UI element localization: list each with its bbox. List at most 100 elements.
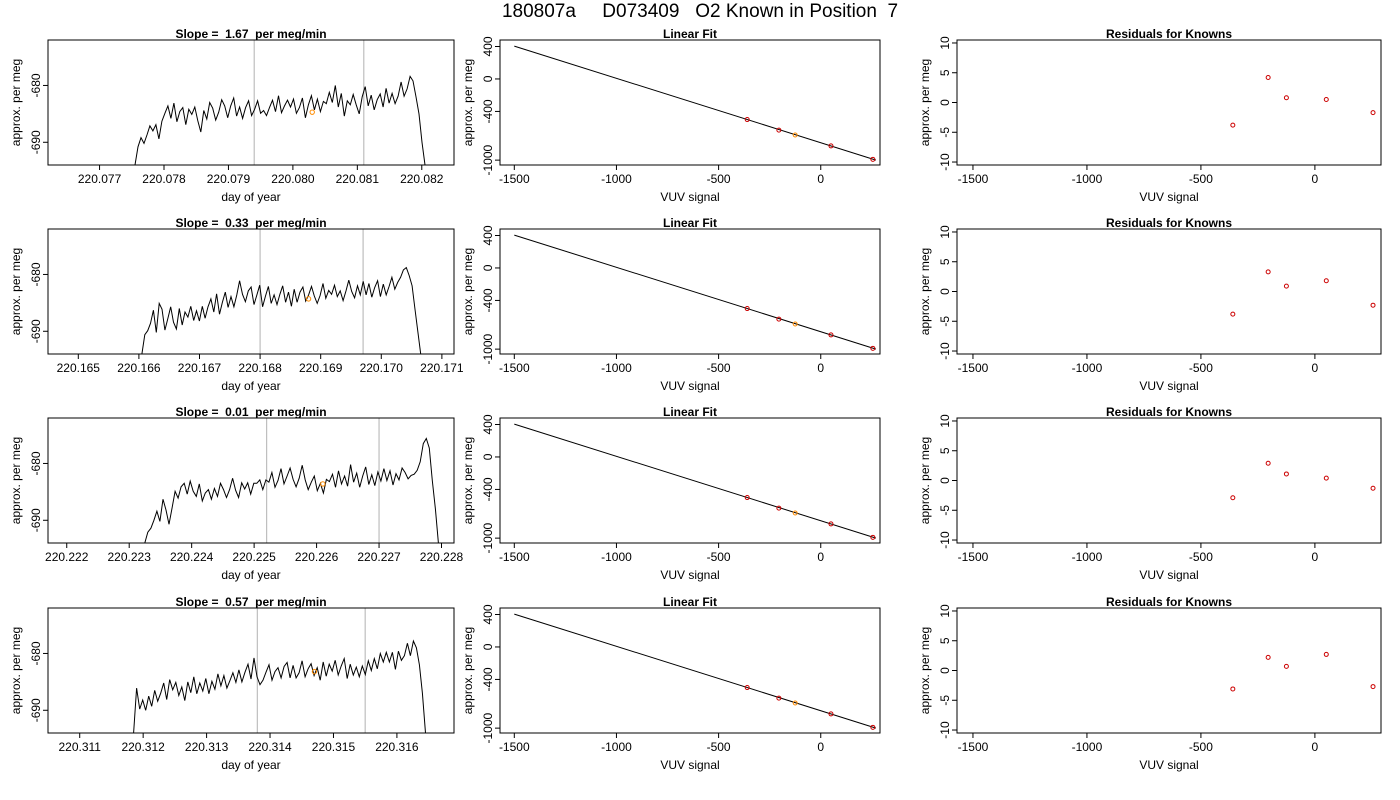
x-tick-label: 220.166 [117, 361, 161, 375]
x-tick-label: 220.167 [178, 361, 222, 375]
x-tick-label: -1000 [601, 740, 632, 754]
plot-frame [499, 228, 881, 355]
x-tick-label: -500 [1189, 361, 1213, 375]
x-tick-label: -500 [707, 172, 731, 186]
chart-svg: 220.311 220.312 220.313 220.314 220.315 220.3… [9, 607, 455, 772]
y-tick-label: 400 [481, 414, 495, 434]
panel-title: Residuals for Knowns [1105, 216, 1233, 230]
plot-frame [956, 607, 1382, 734]
panel-title: Linear Fit [662, 27, 717, 41]
x-tick-label: 0 [1312, 550, 1319, 564]
y-tick-label: -5 [938, 127, 952, 138]
data-point [1283, 95, 1289, 101]
data-point [1230, 495, 1236, 501]
panel-title: Slope = 0.57 per meg/min [175, 595, 327, 609]
data-point [828, 711, 834, 717]
x-tick-label: 220.082 [400, 172, 444, 186]
y-tick-label: -5 [938, 505, 952, 516]
y-axis-label: approx. per meg [461, 248, 475, 335]
y-tick-label: -1000 [481, 144, 495, 175]
time-series-panel: Slope = 1.67 per meg/min 220.077 220.078 22… [0, 27, 460, 207]
y-axis-label: approx. per meg [918, 248, 932, 335]
data-layer [514, 45, 877, 162]
y-tick-label: -680 [29, 451, 43, 475]
chart-svg: 220.222 220.223 220.224 220.225 220.226 220.2… [9, 417, 464, 582]
x-tick-label: 220.079 [207, 172, 251, 186]
plot-frame [956, 228, 1382, 355]
chart-svg: 220.165 220.166 220.167 220.168 220.169 220.1… [9, 228, 464, 393]
fit-line [514, 234, 877, 350]
data-point [1265, 269, 1271, 275]
x-tick-label: -500 [707, 361, 731, 375]
panel-title: Residuals for Knowns [1105, 595, 1233, 609]
panel-title: Linear Fit [662, 405, 717, 419]
x-tick-label: -500 [1189, 550, 1213, 564]
y-tick-label: 0 [938, 99, 952, 106]
x-tick-label: 220.222 [45, 550, 89, 564]
data-point [1370, 684, 1376, 690]
y-tick-label: -690 [29, 698, 43, 722]
x-tick-label: 0 [1312, 172, 1319, 186]
x-axis-label: VUV signal [660, 190, 719, 204]
x-tick-label: 220.313 [185, 740, 229, 754]
x-tick-label: -1000 [1072, 550, 1103, 564]
x-tick-label: 220.169 [299, 361, 343, 375]
data-point [776, 316, 782, 322]
data-point [776, 127, 782, 133]
y-tick-label: -400 [481, 477, 495, 501]
x-tick-label: 220.081 [336, 172, 380, 186]
x-tick-label: -1500 [499, 172, 530, 186]
x-axis-label: VUV signal [660, 379, 719, 393]
y-tick-label: -400 [481, 667, 495, 691]
x-tick-label: -1000 [601, 550, 632, 564]
residuals-panel: Residuals for Knowns -1500 -1000 -500 0 10 5 0-… [918, 405, 1395, 585]
panel-title: Slope = 1.67 per meg/min [175, 27, 327, 41]
data-point [792, 510, 798, 516]
x-tick-label: -1000 [1072, 740, 1103, 754]
y-tick-label: 0 [481, 75, 495, 82]
y-tick-label: 5 [938, 69, 952, 76]
data-point [1265, 654, 1271, 660]
data-point [744, 495, 750, 501]
y-tick-label: 0 [481, 453, 495, 460]
highlight-point [311, 668, 318, 675]
data-layer [1230, 460, 1376, 501]
x-tick-label: -1000 [601, 172, 632, 186]
x-tick-label: 220.170 [360, 361, 404, 375]
x-tick-label: -1000 [1072, 172, 1103, 186]
data-layer [514, 423, 877, 540]
x-axis-label: day of year [221, 758, 280, 772]
main-title: 180807a D073409 O2 Known in Position 7 [501, 1, 899, 22]
x-tick-label: 220.225 [232, 550, 276, 564]
data-layer [1230, 651, 1376, 692]
highlight-point [309, 109, 315, 115]
y-axis-label: approx. per meg [918, 627, 932, 714]
chart-svg: -1500 -1000 -500 0 10 5 0 -5 -10 VUV signal approx… [918, 604, 1382, 772]
x-axis-label: VUV signal [1139, 758, 1198, 772]
x-tick-label: 220.078 [142, 172, 186, 186]
x-tick-label: -500 [707, 550, 731, 564]
fit-line [514, 613, 877, 729]
data-point [792, 132, 798, 138]
x-tick-label: 220.228 [420, 550, 464, 564]
x-tick-label: 220.311 [58, 740, 101, 754]
data-point [870, 345, 876, 351]
x-tick-label: 220.168 [238, 361, 282, 375]
x-axis-label: VUV signal [660, 758, 719, 772]
y-tick-label: 400 [481, 36, 495, 56]
y-tick-label: -10 [938, 531, 952, 549]
y-tick-label: -1000 [481, 522, 495, 553]
x-axis-label: day of year [221, 379, 280, 393]
time-series-panel: Slope = 0.33 per meg/min 220.165 220.166 22… [0, 216, 464, 396]
x-tick-label: -500 [707, 740, 731, 754]
y-tick-label: 400 [481, 225, 495, 245]
y-tick-label: -10 [938, 721, 952, 739]
y-tick-label: -680 [29, 641, 43, 665]
plot-frame [47, 228, 455, 355]
data-layer [134, 75, 426, 165]
x-tick-label: 220.171 [420, 361, 464, 375]
data-point [776, 695, 782, 701]
x-tick-label: 0 [817, 550, 824, 564]
plot-frame [47, 417, 455, 544]
data-point [744, 117, 750, 123]
